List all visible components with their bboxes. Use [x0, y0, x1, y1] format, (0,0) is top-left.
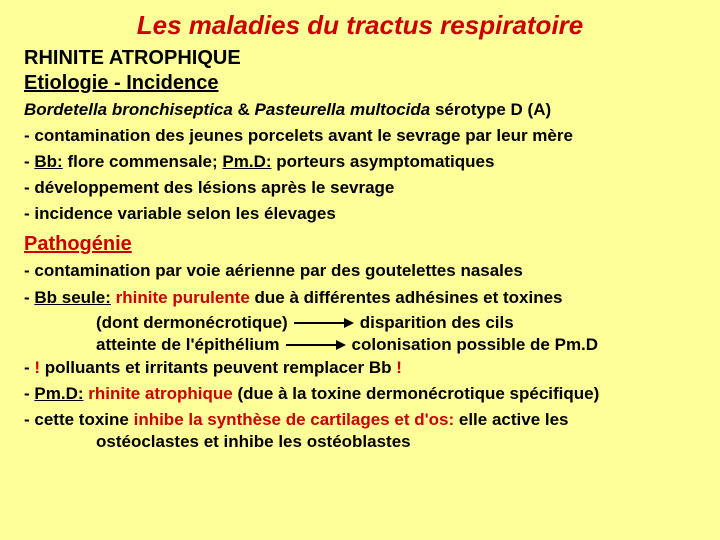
pathogeny-line: - Bb seule: rhinite purulente due à diff…: [24, 287, 696, 309]
text: elle active les: [454, 410, 568, 429]
text: flore commensale;: [63, 152, 223, 171]
text-continuation: ostéoclastes et inhibe les ostéoblastes: [24, 431, 696, 453]
arrow-row: (dont dermonécrotique) disparition des c…: [24, 313, 696, 333]
arrow-source: (dont dermonécrotique): [96, 313, 288, 333]
slide-content: Les maladies du tractus respiratoire RHI…: [0, 0, 720, 467]
arrow-target: disparition des cils: [360, 313, 514, 333]
etiology-line: Bordetella bronchiseptica & Pasteurella …: [24, 99, 696, 121]
text: porteurs asymptomatiques: [272, 152, 495, 171]
text: -: [24, 384, 34, 403]
text: (due à la toxine dermonécrotique spécifi…: [233, 384, 600, 403]
text: sérotype D (A): [430, 100, 551, 119]
slide-title: Les maladies du tractus respiratoire: [64, 10, 656, 41]
section-heading-red: Pathogénie: [24, 233, 696, 256]
abbrev: Bb seule:: [34, 288, 111, 307]
section-subheading: Etiologie - Incidence: [24, 72, 696, 95]
abbrev: Pm.D:: [34, 384, 83, 403]
arrow-icon: [294, 316, 354, 330]
arrow-target: colonisation possible de Pm.D: [352, 335, 599, 355]
etiology-line: - incidence variable selon les élevages: [24, 203, 696, 225]
pathogeny-line: - ! polluants et irritants peuvent rempl…: [24, 357, 696, 379]
warn-mark: !: [396, 358, 402, 377]
text: polluants et irritants peuvent remplacer…: [40, 358, 396, 377]
abbrev: Bb:: [34, 152, 62, 171]
text: -: [24, 152, 34, 171]
term-red: inhibe la synthèse de cartilages et d'os…: [134, 410, 455, 429]
arrow-icon: [286, 338, 346, 352]
term-red: rhinite atrophique: [88, 384, 233, 403]
arrow-source: atteinte de l'épithélium: [96, 335, 280, 355]
text: -: [24, 358, 34, 377]
pathogeny-line: - Pm.D: rhinite atrophique (due à la tox…: [24, 383, 696, 405]
text: - cette toxine: [24, 410, 134, 429]
text: -: [24, 288, 34, 307]
organism-name: Bordetella bronchiseptica: [24, 100, 233, 119]
pathogeny-line: - contamination par voie aérienne par de…: [24, 260, 696, 282]
text: due à différentes adhésines et toxines: [250, 288, 563, 307]
organism-name: Pasteurella multocida: [255, 100, 431, 119]
arrow-row: atteinte de l'épithélium colonisation po…: [24, 335, 696, 355]
etiology-line: - Bb: flore commensale; Pm.D: porteurs a…: [24, 151, 696, 173]
abbrev: Pm.D:: [222, 152, 271, 171]
pathogeny-line: - cette toxine inhibe la synthèse de car…: [24, 409, 696, 453]
etiology-line: - contamination des jeunes porcelets ava…: [24, 125, 696, 147]
etiology-line: - développement des lésions après le sev…: [24, 177, 696, 199]
term-red: rhinite purulente: [116, 288, 250, 307]
text: &: [233, 100, 255, 119]
section-heading: RHINITE ATROPHIQUE: [24, 47, 696, 70]
